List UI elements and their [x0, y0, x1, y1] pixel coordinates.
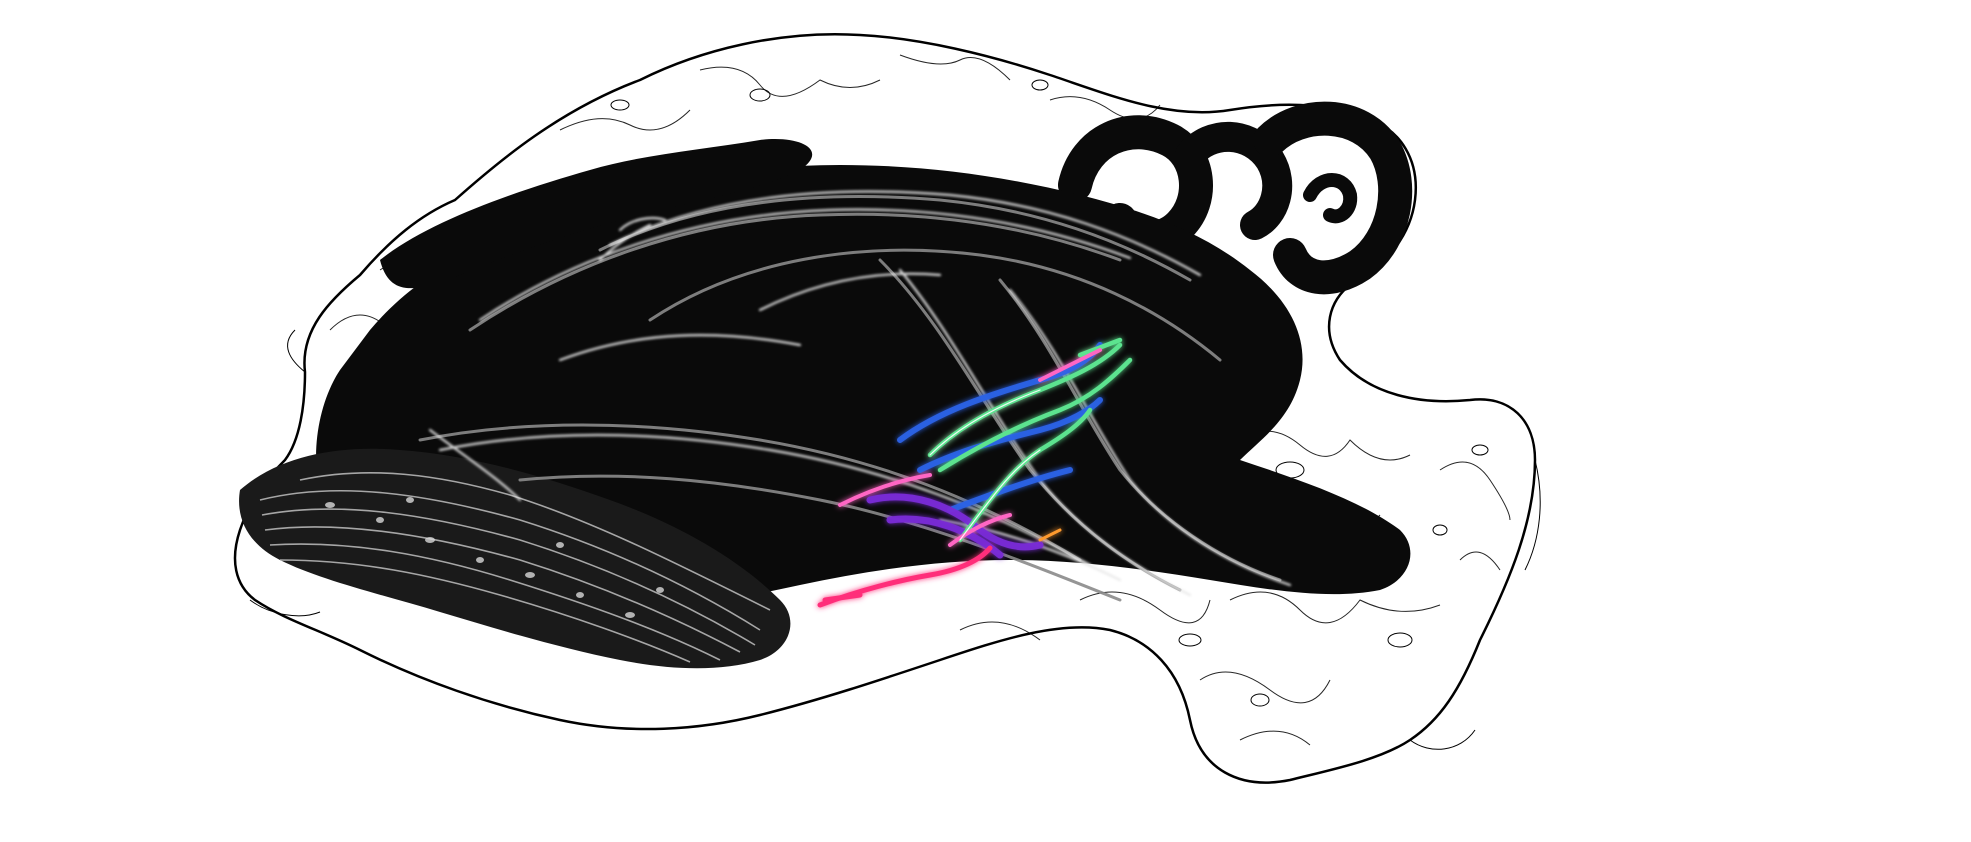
brainstem-bundle — [239, 448, 791, 669]
edge-contours — [249, 329, 1541, 750]
cerebellum-curl — [1058, 101, 1413, 295]
colored-tracts — [817, 337, 1133, 608]
